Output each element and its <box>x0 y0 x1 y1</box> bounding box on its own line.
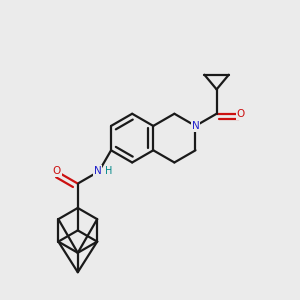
Text: N: N <box>192 121 200 131</box>
Text: O: O <box>237 109 245 119</box>
Text: O: O <box>52 167 61 176</box>
Text: H: H <box>105 167 113 176</box>
Text: N: N <box>94 167 101 176</box>
